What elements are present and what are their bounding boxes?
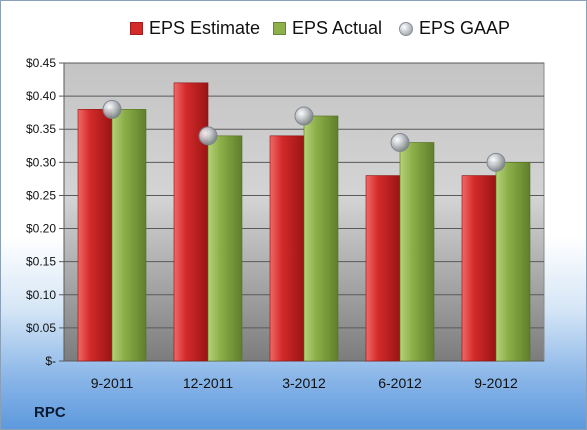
x-tick-label: 9-2012 — [474, 375, 518, 391]
x-tick-label: 3-2012 — [282, 375, 326, 391]
bar-eps-estimate — [365, 175, 401, 362]
point-eps-gaap — [390, 132, 410, 152]
point-eps-gaap — [486, 152, 506, 172]
bar-eps-actual — [495, 162, 531, 362]
bar-eps-actual — [111, 109, 147, 362]
bar-eps-actual — [207, 135, 243, 362]
y-tick-label: $0.25 — [26, 188, 56, 202]
bar-eps-estimate — [77, 109, 113, 362]
x-tick-label: 9-2011 — [91, 375, 134, 391]
y-tick-label: $0.15 — [26, 255, 56, 269]
legend-item-eps-estimate: EPS Estimate — [130, 18, 260, 39]
legend-item-eps-actual: EPS Actual — [273, 18, 382, 39]
x-tick-label: 6-2012 — [378, 375, 422, 391]
legend-item-eps-gaap: EPS GAAP — [399, 18, 510, 39]
legend-label-actual: EPS Actual — [292, 18, 383, 38]
y-tick-label: $0.10 — [26, 288, 56, 302]
y-tick-label: $0.40 — [26, 89, 56, 103]
legend-marker-gaap — [399, 21, 413, 36]
legend-label-estimate: EPS Estimate — [149, 18, 261, 38]
y-tick-label: $0.05 — [26, 321, 56, 335]
legend-swatch-actual — [273, 22, 286, 35]
bar-eps-estimate — [461, 175, 497, 362]
y-tick-label: $0.35 — [26, 122, 56, 136]
bar-eps-actual — [399, 142, 435, 362]
point-eps-gaap — [198, 126, 218, 146]
y-tick-label: $0.45 — [26, 56, 56, 70]
x-tick-label: 12-2011 — [183, 375, 234, 391]
y-tick-label: $- — [45, 354, 56, 368]
point-eps-gaap — [294, 106, 314, 126]
legend-label-gaap: EPS GAAP — [419, 18, 511, 38]
point-eps-gaap — [102, 99, 122, 119]
bar-eps-actual — [303, 115, 339, 362]
bar-eps-estimate — [269, 135, 305, 362]
y-tick-label: $0.20 — [26, 222, 56, 236]
bar-eps-estimate — [173, 82, 209, 362]
legend-swatch-estimate — [130, 22, 143, 35]
legend: EPS Estimate EPS Actual EPS GAAP — [1, 18, 586, 42]
company-label: RPC — [34, 404, 66, 421]
y-tick-label: $0.30 — [26, 155, 56, 169]
